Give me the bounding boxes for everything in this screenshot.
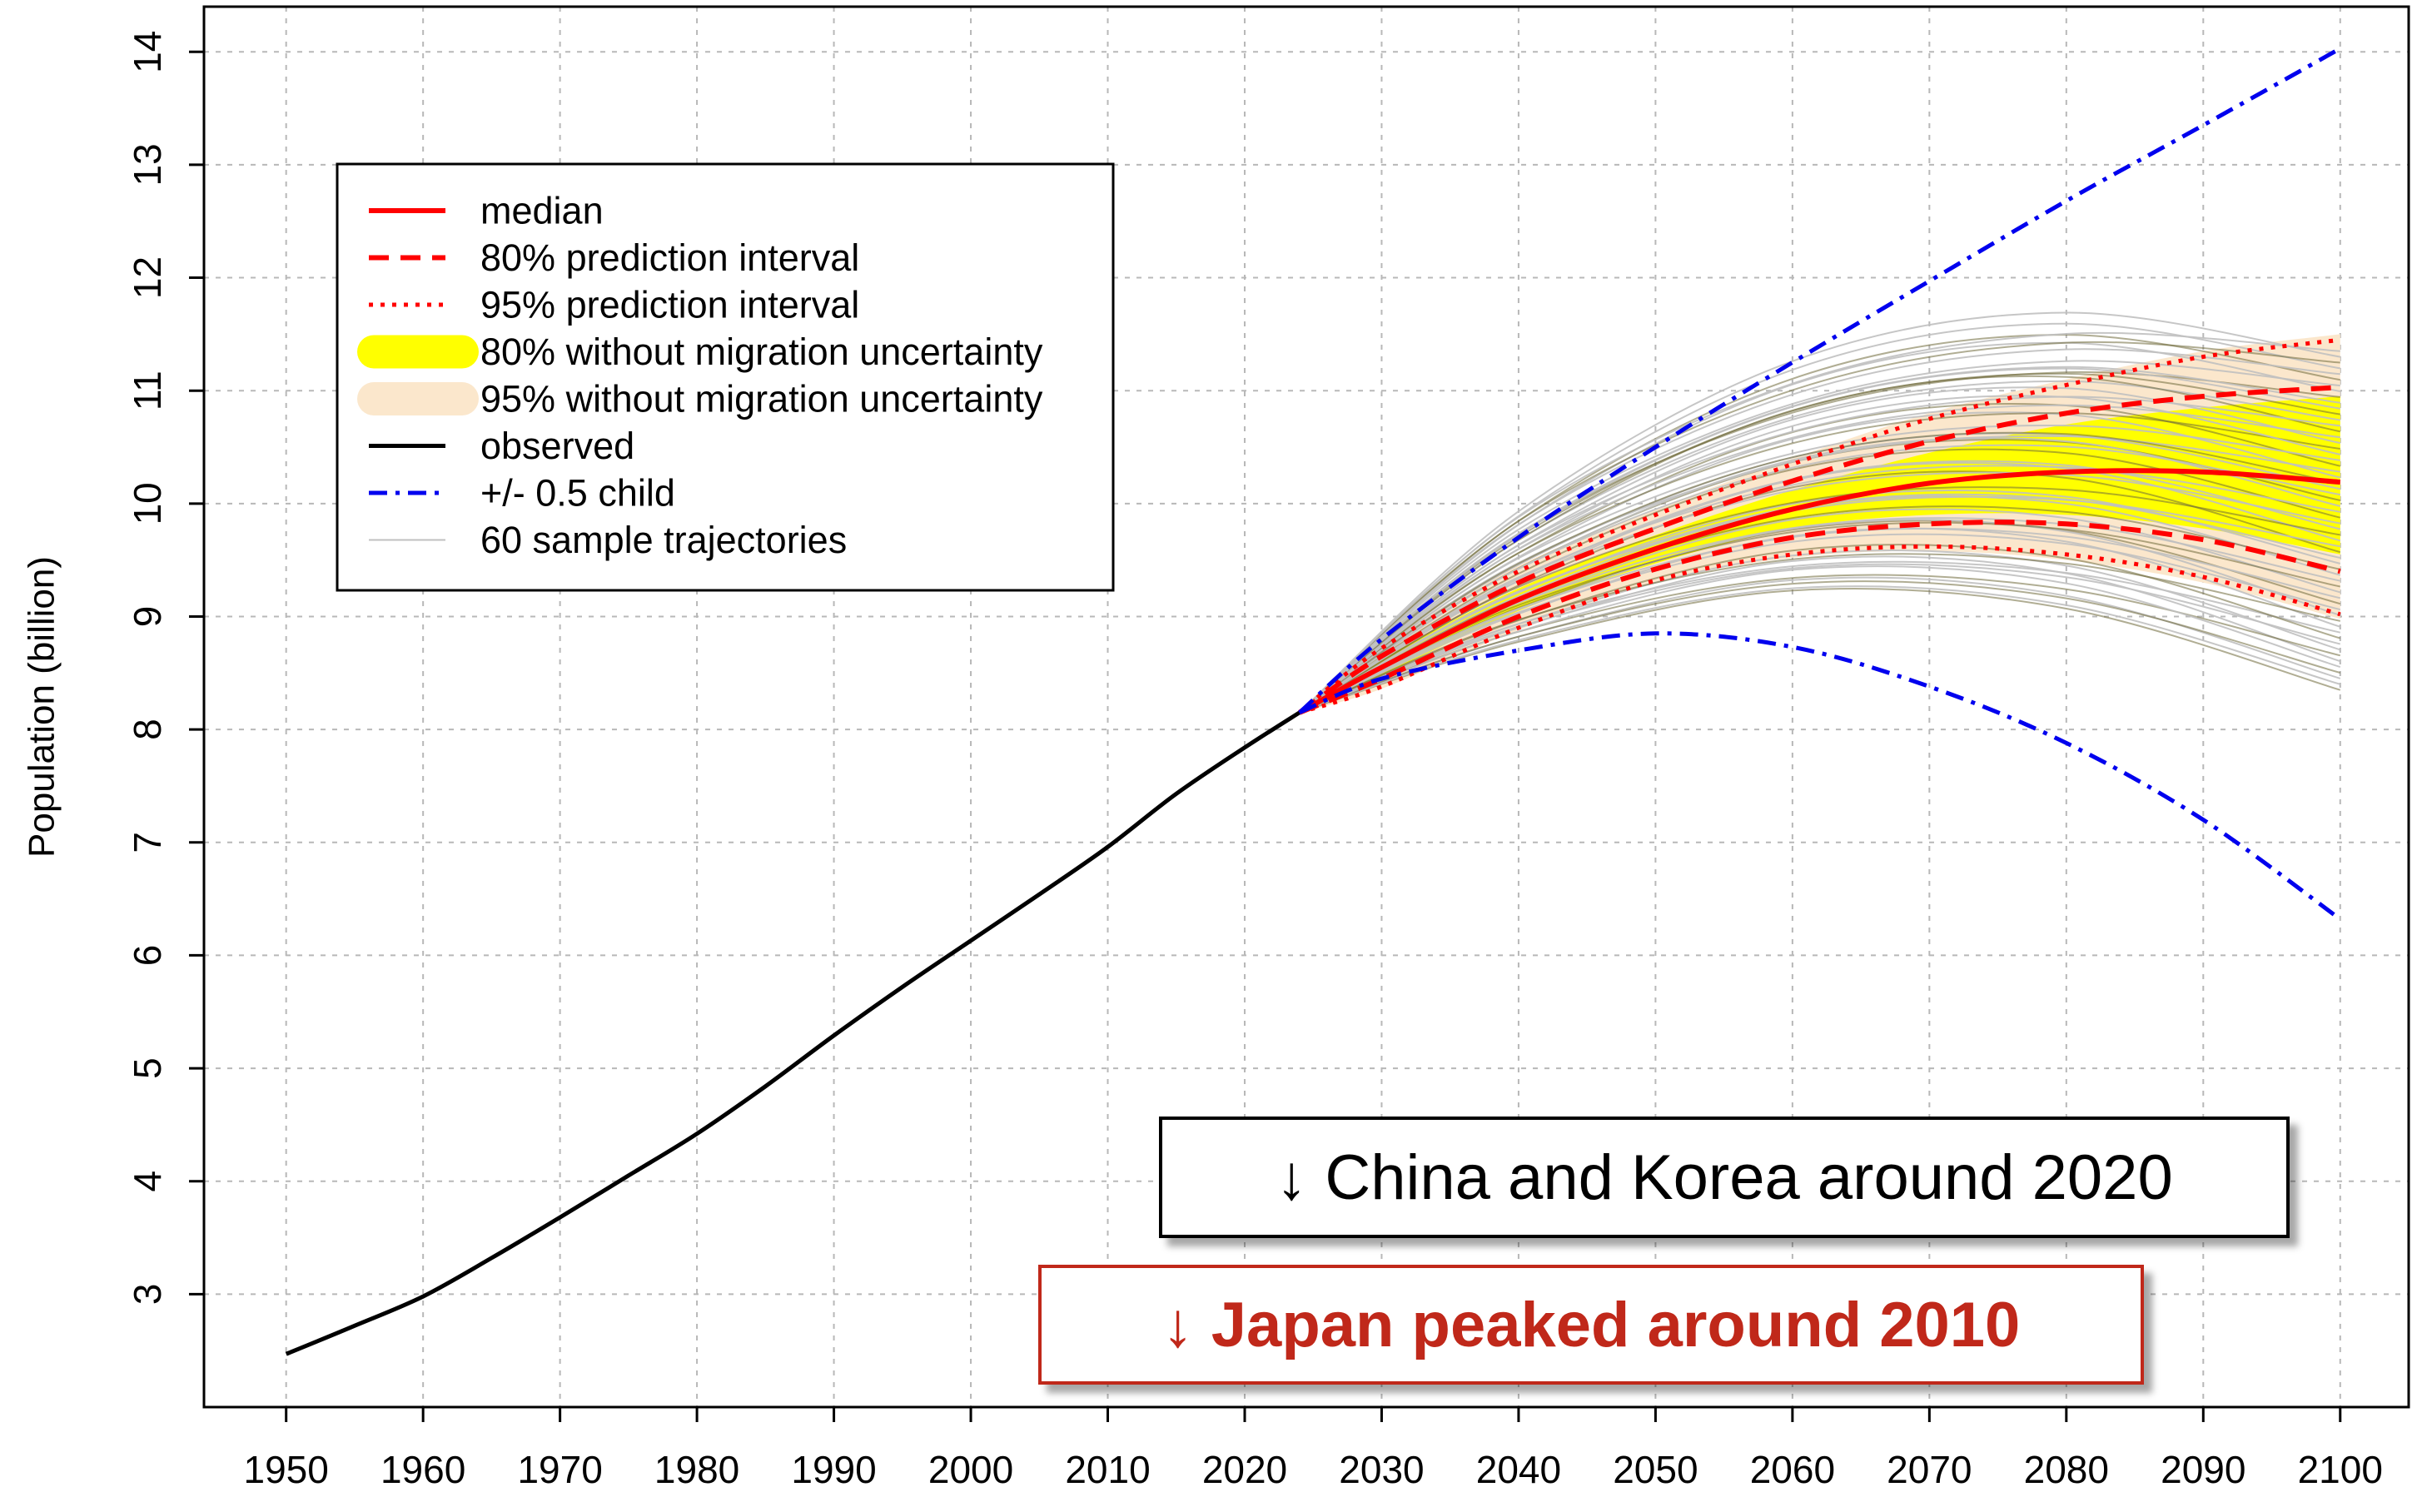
sample-trajectory bbox=[1299, 348, 2340, 714]
series-lines bbox=[285, 47, 2342, 1356]
x-tick-label: 2010 bbox=[1065, 1448, 1150, 1491]
y-axis-title: Population (billion) bbox=[22, 556, 62, 858]
legend-box bbox=[336, 162, 1115, 592]
legend-label: 80% without migration uncertainty bbox=[480, 331, 1043, 373]
x-tick-label: 1950 bbox=[244, 1448, 329, 1491]
annotation-japan: ↓ Japan peaked around 2010 bbox=[1038, 1265, 2144, 1385]
legend-label: median bbox=[480, 190, 604, 232]
y-axis-ticks: 3 4 5 6 7 8 9 10 11 12 13 14 bbox=[126, 31, 204, 1305]
observed-line bbox=[285, 710, 1301, 1356]
y-tick-label: 9 bbox=[126, 606, 169, 628]
y-tick-label: 13 bbox=[126, 143, 169, 186]
x-tick-label: 2060 bbox=[1750, 1448, 1835, 1491]
sample-trajectory bbox=[1299, 505, 2341, 714]
plus-half-child-line bbox=[1298, 47, 2342, 714]
x-tick-label: 2070 bbox=[1887, 1448, 1972, 1491]
x-tick-label: 2080 bbox=[2024, 1448, 2109, 1491]
y-tick-label: 11 bbox=[126, 371, 169, 410]
x-tick-label: 2030 bbox=[1339, 1448, 1424, 1491]
sample-trajectory bbox=[1299, 311, 2340, 714]
legend-label: 95% without migration uncertainty bbox=[480, 378, 1043, 420]
sample-trajectory bbox=[1299, 533, 2341, 714]
y-tick-label: 5 bbox=[126, 1057, 169, 1079]
sample-trajectory bbox=[1299, 395, 2341, 714]
legend-label: 95% prediction interval bbox=[480, 284, 859, 326]
x-tick-label: 1980 bbox=[654, 1448, 739, 1491]
y-tick-label: 10 bbox=[126, 482, 169, 525]
x-tick-label: 2100 bbox=[2298, 1448, 2383, 1491]
y-tick-label: 6 bbox=[126, 945, 169, 967]
y-tick-label: 7 bbox=[126, 832, 169, 853]
x-tick-label: 1960 bbox=[380, 1448, 465, 1491]
y-tick-label: 12 bbox=[126, 256, 169, 299]
legend-label: 80% prediction interval bbox=[480, 236, 859, 279]
sample-trajectory bbox=[1299, 486, 2340, 714]
minus-half-child-line bbox=[1298, 631, 2342, 922]
x-tick-label: 2090 bbox=[2161, 1448, 2245, 1491]
legend-label: 60 sample trajectories bbox=[480, 519, 847, 561]
x-axis-ticks: 1950 1960 1970 1980 1990 2000 2010 2020 2030 2040… bbox=[244, 1407, 2383, 1491]
sample-trajectory bbox=[1299, 585, 2341, 714]
sample-trajectory bbox=[1299, 465, 2340, 714]
y-tick-label: 4 bbox=[126, 1171, 169, 1192]
sample-trajectory bbox=[1299, 331, 2340, 714]
y-tick-label: 8 bbox=[126, 719, 169, 740]
pi95-upper-line bbox=[1298, 337, 2341, 714]
x-tick-label: 2040 bbox=[1476, 1448, 1561, 1491]
pi80-upper-line bbox=[1298, 385, 2340, 715]
sample-trajectory bbox=[1299, 334, 2340, 714]
sample-trajectory bbox=[1299, 424, 2340, 714]
pi80-lower-line bbox=[1298, 520, 2341, 715]
sample-trajectory bbox=[1299, 565, 2341, 714]
sample-trajectory bbox=[1299, 431, 2340, 714]
y-tick-label: 14 bbox=[126, 31, 169, 73]
y-tick-label: 3 bbox=[126, 1284, 169, 1306]
annotation-china-korea: ↓ China and Korea around 2020 bbox=[1159, 1117, 2290, 1238]
sample-trajectory bbox=[1299, 555, 2341, 714]
median-line bbox=[1298, 468, 2341, 715]
x-tick-label: 1970 bbox=[517, 1448, 602, 1491]
pi95-lower-line bbox=[1299, 544, 2341, 715]
sample-trajectory bbox=[1299, 366, 2340, 714]
x-tick-label: 2000 bbox=[928, 1448, 1013, 1491]
legend-label: observed bbox=[480, 425, 634, 467]
sample-trajectory bbox=[1299, 519, 2341, 714]
sample-trajectory bbox=[1299, 563, 2341, 714]
x-tick-label: 2050 bbox=[1613, 1448, 1698, 1491]
legend-label: +/- 0.5 child bbox=[480, 472, 675, 515]
plot-frame bbox=[202, 5, 2410, 1409]
x-tick-label: 1990 bbox=[791, 1448, 876, 1491]
x-tick-label: 2020 bbox=[1202, 1448, 1287, 1491]
